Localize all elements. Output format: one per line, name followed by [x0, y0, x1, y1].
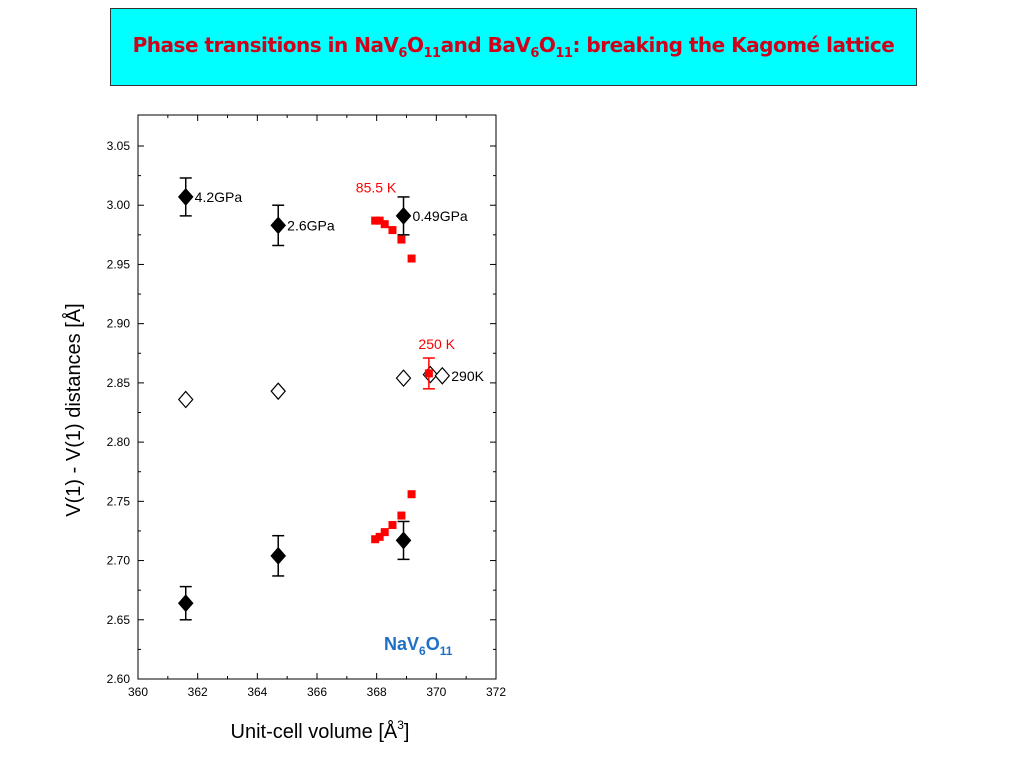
y-tick-label: 2.70: [107, 554, 131, 568]
y-axis-label: V(1) - V(1) distances [Å]: [62, 303, 85, 516]
title-part: O: [406, 33, 424, 57]
data-point-temperature-long: [407, 254, 416, 263]
data-point-temperature-long: [380, 220, 389, 229]
x-tick-label: 372: [486, 685, 506, 699]
y-tick-label: 3.00: [107, 198, 131, 212]
slide-title: Phase transitions in NaV6O11and BaV6O11:…: [133, 33, 895, 61]
data-point-temperature-250K: [424, 369, 433, 378]
y-tick-label: 3.05: [107, 139, 131, 153]
title-part: : breaking the Kagomé lattice: [572, 33, 895, 57]
x-axis-label: Unit-cell volume [Å3]: [231, 718, 410, 743]
data-point-temperature-long: [397, 235, 406, 244]
data-point-pressure-short: [177, 594, 194, 613]
y-tick-label: 2.80: [107, 435, 131, 449]
data-point-pressure-short: [395, 531, 412, 550]
data-point-temperature-short: [388, 521, 397, 530]
y-tick-label: 2.65: [107, 613, 131, 627]
data-point-temperature-short: [407, 490, 416, 499]
annotation: 2.6GPa: [287, 217, 335, 233]
y-tick-label: 2.85: [107, 376, 131, 390]
title-part: Phase transitions in NaV: [132, 33, 399, 57]
title-sub: 11: [423, 46, 441, 61]
x-tick-label: 360: [128, 685, 148, 699]
annotation: 4.2GPa: [195, 189, 243, 205]
plot-frame: [137, 114, 497, 680]
title-sub: 11: [555, 46, 573, 61]
data-point-pressure-long: [177, 188, 194, 206]
y-tick-label: 2.75: [107, 494, 131, 508]
data-point-undistorted: [177, 390, 194, 409]
x-tick-label: 362: [188, 685, 208, 699]
data-point-pressure-short: [270, 546, 287, 565]
data-point-undistorted: [270, 382, 287, 401]
data-point-temperature-long: [388, 226, 397, 235]
y-tick-label: 2.90: [107, 317, 131, 331]
title-part: O: [538, 33, 556, 57]
annotation: 0.49GPa: [412, 208, 467, 224]
data-point-temperature-short: [371, 535, 380, 544]
title-sub: 6: [398, 46, 407, 61]
x-tick-label: 366: [307, 685, 327, 699]
x-tick-label: 368: [367, 685, 387, 699]
data-point-temperature-long: [375, 216, 384, 225]
data-point-temperature-short: [380, 528, 389, 537]
data-point-temperature-short: [397, 511, 406, 520]
title-banner: Phase transitions in NaV6O11and BaV6O11:…: [110, 8, 917, 86]
data-point-pressure-long: [270, 216, 287, 235]
annotation: 85.5 K: [356, 179, 397, 195]
y-tick-label: 2.60: [107, 672, 131, 686]
y-tick-label: 2.95: [107, 257, 131, 271]
title-sub: 6: [530, 46, 539, 61]
data-point-undistorted: [395, 369, 412, 388]
title-part: and BaV: [440, 33, 531, 57]
x-tick-label: 370: [426, 685, 446, 699]
inset-label: NaV6O11: [384, 634, 453, 658]
data-point-undistorted: [434, 366, 451, 385]
data-point-temperature-long: [371, 216, 380, 225]
data-point-temperature-short: [375, 532, 384, 541]
x-tick-label: 364: [247, 685, 267, 699]
annotation: 250 K: [418, 336, 455, 352]
data-point-pressure-long: [395, 206, 412, 225]
annotation: 290K: [451, 368, 484, 384]
